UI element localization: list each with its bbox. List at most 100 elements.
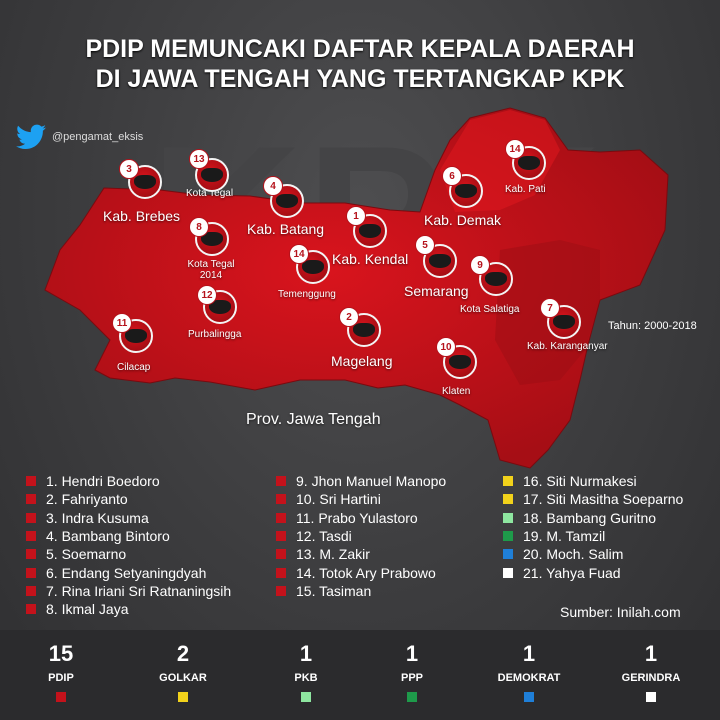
- legend-item: 17. Siti Masitha Soeparno: [503, 490, 683, 508]
- party-color-swatch: [301, 692, 311, 702]
- party-ppp: 1 PPP: [357, 640, 467, 702]
- party-name: PDIP: [48, 672, 74, 684]
- label-kab-pati: Kab. Pati: [505, 184, 546, 195]
- legend-swatch: [26, 476, 36, 487]
- bull-icon: [353, 323, 375, 337]
- label-kota-salatiga: Kota Salatiga: [460, 304, 520, 315]
- party-count: 15: [48, 641, 74, 666]
- label-prov-jawa-tengah: Prov. Jawa Tengah: [246, 411, 381, 428]
- bull-icon: [134, 175, 156, 189]
- label-kota-tegal: Kota Tegal: [186, 188, 234, 199]
- legend-label: 10. Sri Hartini: [296, 491, 381, 508]
- legend-swatch: [503, 476, 513, 487]
- party-count: 2: [176, 641, 190, 666]
- legend-item: 21. Yahya Fuad: [503, 563, 683, 581]
- legend-label: 17. Siti Masitha Soeparno: [523, 491, 684, 508]
- legend-swatch: [276, 585, 286, 596]
- party-color-swatch: [178, 692, 188, 702]
- pin-number: 5: [416, 236, 434, 254]
- legend-swatch: [503, 531, 513, 542]
- legend-label: 21. Yahya Fuad: [523, 564, 621, 581]
- legend-swatch: [276, 494, 286, 505]
- legend-swatch: [26, 531, 36, 542]
- label-kab-demak: Kab. Demak: [424, 212, 502, 228]
- party-pdip: 15 PDIP: [6, 640, 116, 702]
- bull-icon: [302, 260, 324, 274]
- legend-item: 3. Indra Kusuma: [26, 509, 231, 527]
- legend-item: 11. Prabo Yulastoro: [276, 509, 446, 527]
- legend-swatch: [26, 549, 36, 560]
- bull-icon: [359, 224, 381, 238]
- label-kota-tegal-2014-line1: Kota Tegal: [187, 259, 235, 270]
- twitter-credit: @pengamat_eksis: [16, 124, 143, 150]
- party-demokrat: 1 DEMOKRAT: [474, 640, 584, 702]
- legend-label: 9. Jhon Manuel Manopo: [296, 473, 447, 490]
- party-count: 1: [522, 641, 536, 666]
- period-label: Tahun: 2000-2018: [608, 320, 697, 332]
- legend-label: 1. Hendri Boedoro: [46, 473, 160, 490]
- bull-icon: [518, 156, 540, 170]
- legend-label: 15. Tasiman: [296, 582, 372, 599]
- legend-item: 4. Bambang Bintoro: [26, 527, 231, 545]
- legend-label: 3. Indra Kusuma: [46, 509, 149, 526]
- legend-item: 12. Tasdi: [276, 527, 446, 545]
- label-purbalingga: Purbalingga: [188, 329, 242, 340]
- pin-number: 13: [190, 150, 208, 168]
- legend-item: 13. M. Zakir: [276, 545, 446, 563]
- legend-label: 4. Bambang Bintoro: [46, 528, 170, 545]
- legend-item: 6. Endang Setyaningdyah: [26, 563, 231, 581]
- legend-column-2: 9. Jhon Manuel Manopo 10. Sri Hartini 11. …: [276, 472, 446, 600]
- bull-icon: [201, 232, 223, 246]
- pin-karanganyar: [547, 305, 581, 339]
- legend-swatch: [276, 476, 286, 487]
- legend-item: 8. Ikmal Jaya: [26, 600, 231, 618]
- bull-icon: [449, 355, 471, 369]
- pin-number: 1: [347, 207, 365, 225]
- party-name: GOLKAR: [159, 672, 207, 684]
- pin-kota-tegal-2014: [195, 222, 229, 256]
- bull-icon: [201, 168, 223, 182]
- legend-label: 6. Endang Setyaningdyah: [46, 564, 207, 581]
- bull-icon: [455, 184, 477, 198]
- label-kota-tegal-2014-line2: 2014: [199, 270, 223, 281]
- legend-label: 7. Rina Iriani Sri Ratnaningsih: [46, 582, 232, 599]
- pin-purbalingga: [203, 290, 237, 324]
- pin-salatiga: [479, 262, 513, 296]
- pin-number: 7: [541, 299, 559, 317]
- label-cilacap: Cilacap: [117, 362, 151, 373]
- pin-number: 3: [120, 160, 138, 178]
- legend-label: 5. Soemarno: [46, 546, 127, 563]
- legend-item: 19. M. Tamzil: [503, 527, 683, 545]
- pin-number: 6: [443, 167, 461, 185]
- legend-column-1: 1. Hendri Boedoro 2. Fahriyanto 3. Indra K…: [26, 472, 231, 618]
- pin-number: 11: [113, 314, 131, 332]
- legend-item: 2. Fahriyanto: [26, 490, 231, 508]
- legend-swatch: [503, 494, 513, 505]
- source-credit: Sumber: Inilah.com: [560, 604, 681, 620]
- bull-icon: [429, 254, 451, 268]
- legend-label: 19. M. Tamzil: [523, 528, 606, 545]
- pin-kota-tegal: [195, 158, 229, 192]
- legend-label: 13. M. Zakir: [296, 546, 370, 563]
- label-kab-brebes: Kab. Brebes: [103, 208, 181, 224]
- pin-number: 2: [340, 308, 358, 326]
- label-kab-karanganyar: Kab. Karanganyar: [527, 341, 608, 352]
- pin-number: 8: [190, 218, 208, 236]
- legend-item: 1. Hendri Boedoro: [26, 472, 231, 490]
- legend-item: 18. Bambang Guritno: [503, 509, 683, 527]
- legend-item: 20. Moch. Salim: [503, 545, 683, 563]
- twitter-handle: @pengamat_eksis: [52, 131, 144, 143]
- legend-swatch: [503, 567, 513, 578]
- party-golkar: 2 GOLKAR: [128, 640, 238, 702]
- legend-label: 18. Bambang Guritno: [523, 509, 657, 526]
- label-kab-kendal: Kab. Kendal: [332, 251, 409, 267]
- pin-demak: [449, 174, 483, 208]
- party-gerindra: 1 GERINDRA: [596, 640, 706, 702]
- bull-icon: [125, 329, 147, 343]
- legend-swatch: [26, 567, 36, 578]
- party-count: 1: [299, 641, 313, 666]
- legend-label: 14. Totok Ary Prabowo: [296, 564, 436, 581]
- party-name: PPP: [400, 672, 423, 684]
- legend-item: 10. Sri Hartini: [276, 490, 446, 508]
